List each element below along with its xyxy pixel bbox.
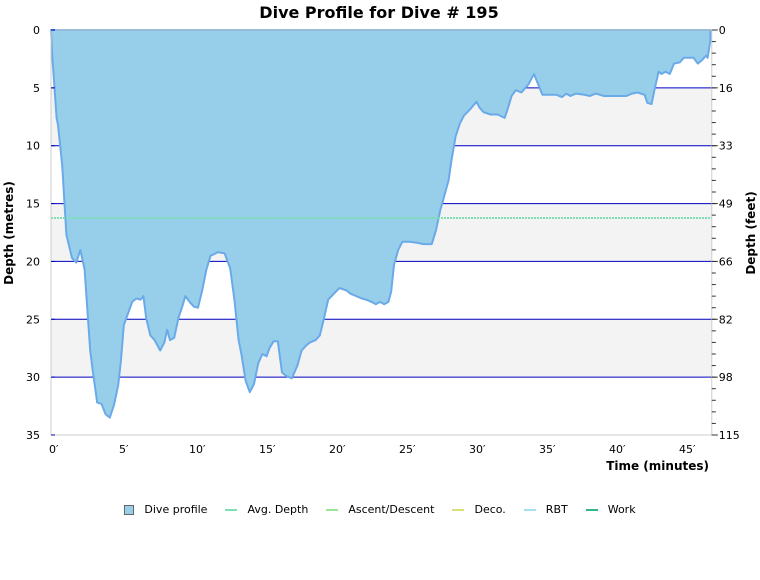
- legend-item[interactable]: RBT: [523, 503, 568, 516]
- legend-box-icon: [124, 504, 135, 515]
- y-right-tick-label: 16: [719, 82, 733, 95]
- x-tick-label: 5′: [119, 443, 129, 456]
- y-axis-title-left: Depth (metres): [2, 181, 16, 285]
- y-axis-title-right: Depth (feet): [744, 191, 758, 274]
- legend-line-icon: [225, 508, 238, 511]
- chart-title: Dive Profile for Dive # 195: [259, 3, 498, 22]
- legend-label: Deco.: [474, 503, 506, 516]
- x-tick-label: 10′: [189, 443, 206, 456]
- legend-label: Ascent/Descent: [348, 503, 435, 516]
- y-tick-label: 15: [26, 198, 40, 211]
- legend-label: Dive profile: [144, 503, 208, 516]
- legend-line-icon: [585, 508, 598, 511]
- x-tick-label: 15′: [259, 443, 276, 456]
- x-tick-label: 45′: [679, 443, 696, 456]
- legend-line-icon: [326, 508, 339, 511]
- legend-item[interactable]: Work: [585, 503, 636, 516]
- legend-item[interactable]: Deco.: [452, 503, 506, 516]
- legend-item[interactable]: Avg. Depth: [225, 503, 308, 516]
- left-axis-ticks: 0 5 10 15 20 25 30 35: [26, 24, 55, 442]
- y-tick-label: 10: [26, 140, 40, 153]
- legend-label: RBT: [545, 503, 568, 516]
- y-tick-label: 20: [26, 255, 40, 268]
- x-tick-label: 30′: [469, 443, 486, 456]
- legend-label: Work: [607, 503, 636, 516]
- legend-label: Avg. Depth: [247, 503, 309, 516]
- axes: [50, 29, 713, 436]
- y-tick-label: 5: [33, 82, 40, 95]
- y-tick-label: 30: [26, 371, 40, 384]
- y-tick-label: 35: [26, 429, 40, 442]
- x-tick-label: 20′: [329, 443, 346, 456]
- y-right-tick-label: 33: [719, 140, 733, 153]
- x-axis-title: Time (minutes): [606, 459, 709, 473]
- y-right-tick-label: 49: [719, 198, 733, 211]
- y-right-tick-label: 66: [719, 255, 733, 268]
- y-right-tick-label: 98: [719, 371, 733, 384]
- y-right-tick-label: 115: [719, 429, 740, 442]
- x-tick-label: 40′: [609, 443, 626, 456]
- dive-profile-chart: Dive Profile for Dive # 195 0 5 10 15 20 25 30…: [2, 3, 758, 473]
- y-right-tick-label: 82: [719, 313, 733, 326]
- y-tick-label: 0: [33, 24, 40, 37]
- right-axis-ticks: 0 16 33 49 66 82 98 115: [711, 24, 740, 442]
- x-axis-ticks: 0′ 5′ 10′ 15′ 20′ 25′ 30′ 35′ 40′ 45′: [49, 443, 696, 456]
- y-right-tick-label: 0: [719, 24, 726, 37]
- dive-profile-area[interactable]: [50, 29, 712, 419]
- legend-line-icon: [452, 508, 465, 511]
- y-tick-label: 25: [26, 313, 40, 326]
- legend-item[interactable]: Dive profile: [124, 503, 207, 516]
- legend-line-icon: [523, 508, 536, 511]
- x-tick-label: 35′: [539, 443, 556, 456]
- x-tick-label: 0′: [49, 443, 59, 456]
- x-tick-label: 25′: [399, 443, 416, 456]
- legend-item[interactable]: Ascent/Descent: [326, 503, 434, 516]
- chart-legend: Dive profile Avg. Depth Ascent/Descent Deco…: [0, 503, 760, 516]
